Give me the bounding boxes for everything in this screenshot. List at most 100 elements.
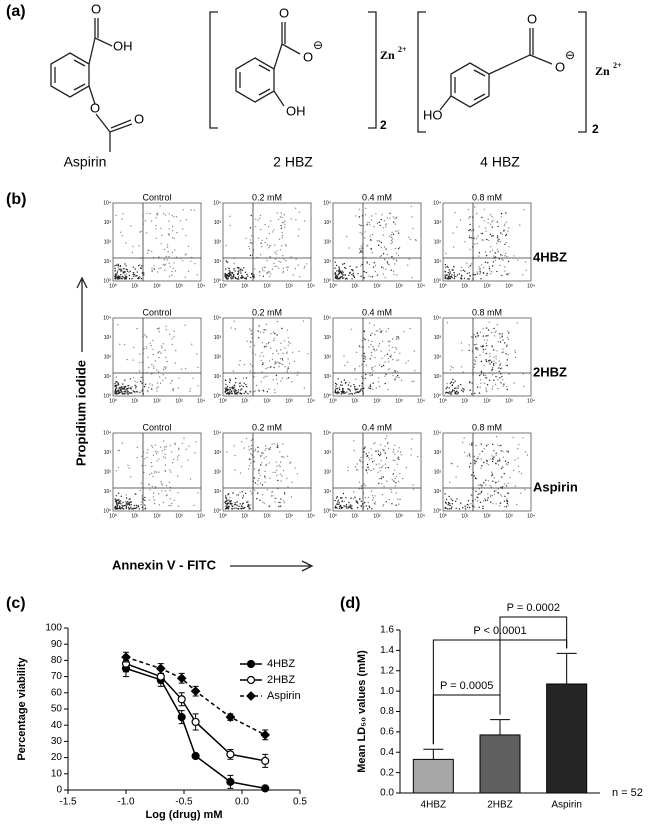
event-dot [138, 265, 140, 267]
event-dot [489, 214, 492, 216]
event-dot [395, 338, 398, 340]
event-dot [371, 251, 373, 254]
panel-label: (b) [6, 191, 26, 208]
event-dot [261, 342, 264, 344]
event-dot [481, 346, 484, 348]
event-dot [129, 270, 131, 272]
event-dot [368, 263, 371, 266]
event-dot [489, 359, 491, 361]
event-dot [274, 361, 276, 363]
event-dot [139, 391, 141, 393]
event-dot [481, 239, 483, 241]
event-dot [491, 494, 494, 497]
event-dot [349, 265, 351, 267]
event-dot [365, 271, 367, 274]
decade-label: 10⁴ [197, 283, 205, 289]
event-dot [479, 501, 482, 503]
event-dot [447, 266, 449, 269]
event-dot [277, 479, 279, 482]
event-dot [135, 387, 137, 389]
column-label: 0.2 mM [252, 422, 282, 432]
event-dot [499, 333, 501, 335]
event-dot [338, 268, 341, 270]
event-dot [394, 453, 396, 456]
event-dot [369, 388, 372, 390]
event-dot [363, 352, 365, 355]
event-dot [168, 262, 170, 264]
event-dot [378, 342, 381, 345]
event-dot [138, 508, 141, 510]
event-dot [226, 275, 228, 277]
event-dot [363, 387, 365, 389]
event-dot [156, 460, 158, 462]
event-dot [125, 507, 128, 509]
event-dot [126, 390, 128, 392]
event-dot [287, 358, 289, 360]
event-dot [123, 393, 126, 395]
event-dot [414, 370, 416, 372]
event-dot [194, 263, 196, 265]
event-dot [384, 276, 386, 279]
event-dot [492, 373, 494, 376]
event-dot [173, 336, 175, 338]
event-dot [452, 246, 455, 248]
event-dot [354, 367, 356, 370]
event-dot [508, 373, 510, 375]
event-dot [146, 232, 148, 234]
event-dot [496, 235, 499, 237]
event-dot [158, 471, 160, 473]
event-dot [348, 388, 350, 391]
event-dot [128, 278, 131, 280]
event-dot [336, 383, 338, 385]
event-dot [337, 499, 340, 501]
event-dot [460, 366, 463, 368]
event-dot [501, 333, 504, 335]
y-tick-label: 40 [51, 720, 63, 731]
event-dot [160, 227, 162, 229]
event-dot [249, 391, 252, 393]
event-dot [524, 451, 527, 453]
event-dot [292, 351, 294, 353]
event-dot [250, 333, 252, 335]
event-dot [152, 492, 155, 494]
event-dot [453, 277, 455, 280]
event-dot [361, 233, 363, 235]
event-dot [174, 270, 177, 272]
event-dot [125, 278, 127, 280]
event-dot [267, 226, 270, 228]
event-dot [507, 338, 510, 340]
event-dot [396, 335, 399, 338]
event-dot [504, 483, 506, 485]
event-dot [493, 335, 496, 337]
event-dot [470, 502, 472, 505]
event-dot [337, 390, 339, 393]
marker [155, 663, 166, 674]
event-dot [360, 224, 362, 227]
decade-label: 10⁰ [103, 393, 111, 399]
event-dot [484, 498, 486, 500]
event-dot [410, 205, 412, 208]
event-dot [237, 494, 239, 496]
event-dot [141, 376, 143, 379]
event-dot [143, 348, 145, 350]
event-dot [171, 237, 174, 239]
decade-label: 10² [153, 513, 161, 519]
event-dot [411, 438, 413, 440]
event-dot [497, 387, 499, 390]
event-dot [374, 356, 376, 359]
event-dot [251, 235, 253, 237]
event-dot [506, 501, 509, 503]
event-dot [497, 488, 499, 490]
event-dot [163, 446, 166, 448]
event-dot [225, 275, 227, 278]
event-dot [119, 388, 121, 390]
event-dot [347, 470, 349, 472]
event-dot [482, 507, 484, 510]
event-dot [499, 381, 502, 383]
event-dot [153, 268, 155, 270]
event-dot [120, 274, 122, 276]
event-dot [291, 481, 293, 483]
event-dot [227, 508, 230, 510]
event-dot [491, 473, 494, 475]
event-dot [348, 501, 350, 504]
